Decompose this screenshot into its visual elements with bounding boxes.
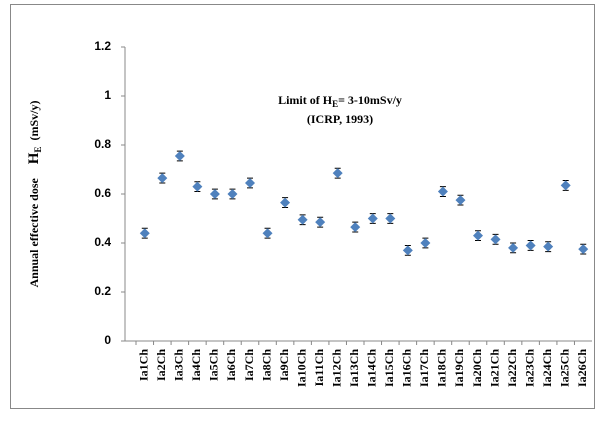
y-tick-label: 0 — [104, 333, 111, 347]
point — [332, 168, 343, 179]
point — [543, 241, 554, 252]
y-label-unit: (mSv/y) — [27, 100, 41, 140]
y-label: Annual effective dose — [27, 178, 41, 288]
point — [490, 234, 501, 245]
point — [455, 195, 466, 206]
point — [350, 222, 361, 233]
x-tick-label: Ia1Ch — [137, 349, 151, 381]
x-tick-label: Ia5Ch — [207, 349, 221, 381]
chart-frame — [10, 4, 595, 409]
point — [578, 244, 589, 255]
point — [139, 228, 150, 239]
x-tick-label: Ia14Ch — [365, 349, 379, 387]
y-label-symbol: H — [26, 152, 42, 164]
point — [473, 230, 483, 241]
x-tick-label: Ia16Ch — [400, 349, 414, 387]
annotation-end: = 3-10mSv/y — [338, 93, 402, 107]
x-tick-label: Ia4Ch — [189, 349, 203, 381]
x-tick-label: Ia22Ch — [505, 349, 519, 387]
y-tick-label: 0.6 — [94, 186, 111, 200]
point — [192, 181, 203, 192]
point — [420, 238, 431, 248]
point — [227, 189, 238, 199]
annotation-line2: (ICRP, 1993) — [307, 112, 373, 126]
point — [157, 173, 168, 184]
point — [560, 180, 571, 191]
point — [297, 214, 308, 225]
x-tick-label: Ia7Ch — [242, 349, 256, 381]
point — [402, 245, 413, 256]
x-tick-label: Ia15Ch — [382, 349, 396, 387]
point — [262, 228, 273, 239]
annotation-line1: Limit of HE= 3-10mSv/y — [278, 93, 402, 109]
point — [315, 217, 326, 228]
point — [367, 213, 378, 224]
point — [525, 240, 536, 251]
x-tick-label: Ia21Ch — [487, 349, 501, 387]
annotation-subscript: E — [332, 99, 338, 109]
annotation-start: Limit of H — [278, 93, 333, 107]
x-tick-label: Ia18Ch — [435, 349, 449, 387]
y-tick-label: 0.8 — [94, 137, 111, 151]
y-label-text: Annual effective dose HE (mSv/y) — [26, 100, 43, 287]
y-label-subscript: E — [33, 146, 43, 152]
point — [209, 189, 220, 199]
y-tick-label: 0.2 — [94, 284, 111, 298]
point — [280, 197, 291, 208]
x-tick-label: Ia12Ch — [329, 349, 343, 387]
x-tick-label: Ia17Ch — [417, 349, 431, 387]
x-tick-label: Ia6Ch — [224, 349, 238, 381]
x-tick-label: Ia26Ch — [575, 349, 589, 387]
y-axis-title: Annual effective dose HE (mSv/y) — [26, 100, 43, 287]
x-tick-label: Ia13Ch — [347, 349, 361, 387]
x-tick-label: Ia3Ch — [172, 349, 186, 381]
point — [508, 242, 519, 253]
y-tick-label: 0.4 — [94, 235, 111, 249]
x-tick-label: Ia25Ch — [557, 349, 571, 387]
y-tick-label: 1 — [104, 88, 111, 102]
point — [174, 151, 185, 162]
point — [245, 177, 255, 188]
x-tick-label: Ia24Ch — [540, 349, 554, 387]
x-tick-label: Ia20Ch — [470, 349, 484, 387]
x-tick-label: Ia19Ch — [452, 349, 466, 387]
point — [385, 213, 396, 224]
x-tick-label: Ia11Ch — [312, 349, 326, 387]
y-tick-label: 1.2 — [94, 39, 111, 53]
x-tick-label: Ia8Ch — [259, 349, 273, 381]
x-tick-label: Ia2Ch — [154, 349, 168, 381]
x-tick-label: Ia23Ch — [522, 349, 536, 387]
x-tick-label: Ia10Ch — [294, 349, 308, 387]
point — [437, 186, 448, 197]
x-tick-label: Ia9Ch — [277, 349, 291, 381]
